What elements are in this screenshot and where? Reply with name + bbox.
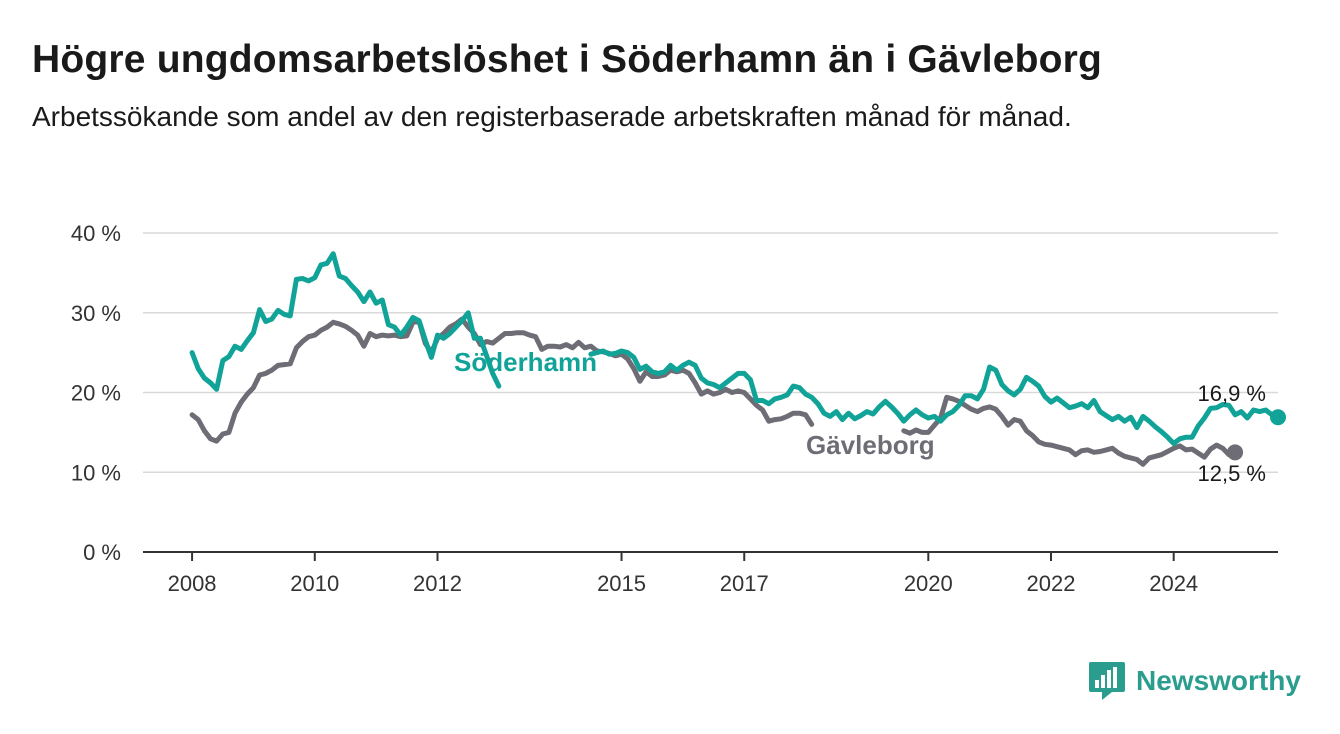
series-line-soderhamn (588, 348, 1281, 446)
newsworthy-logo[interactable]: Newsworthy (1088, 660, 1301, 702)
x-axis-ticks: 2008 2010 2012 2015 2017 2020 2022 2024 (168, 552, 1198, 596)
end-value-label-soderhamn: 16,9 % (1198, 381, 1267, 406)
x-tick-label: 2020 (904, 571, 953, 596)
y-tick-label: 40 % (71, 221, 121, 246)
x-tick-label: 2015 (597, 571, 646, 596)
x-tick-label: 2010 (290, 571, 339, 596)
newsworthy-chart-icon (1089, 662, 1125, 700)
y-tick-label: 30 % (71, 301, 121, 326)
end-value-label-gavleborg: 12,5 % (1198, 461, 1267, 486)
series-name-label-soderhamn: Söderhamn (454, 347, 597, 377)
end-point-soderhamn (1270, 409, 1286, 426)
x-tick-label: 2012 (413, 571, 462, 596)
x-tick-label: 2022 (1027, 571, 1076, 596)
end-point-gavleborg (1227, 444, 1244, 461)
y-tick-label: 20 % (71, 381, 121, 406)
series-lines (189, 251, 1286, 467)
grid-lines (143, 232, 1278, 553)
chart-subtitle: Arbetssökande som andel av den registerb… (32, 101, 1072, 132)
series-name-label-gavleborg: Gävleborg (806, 430, 935, 460)
x-tick-label: 2008 (168, 571, 217, 596)
chart-title: Högre ungdomsarbetslöshet i Söderhamn än… (32, 38, 1103, 81)
y-axis-ticks: 0 % 10 % 20 % 30 % 40 % (71, 221, 121, 565)
x-tick-label: 2024 (1149, 571, 1198, 596)
series-line-soderhamn (189, 251, 502, 392)
series-line-gavleborg (189, 316, 815, 444)
x-tick-label: 2017 (720, 571, 769, 596)
series-labels: 12,5 % Gävleborg 16,9 % Söderhamn (454, 347, 1266, 486)
y-tick-label: 10 % (71, 460, 121, 485)
y-tick-label: 0 % (83, 540, 121, 565)
brand-name: Newsworthy (1136, 665, 1301, 696)
